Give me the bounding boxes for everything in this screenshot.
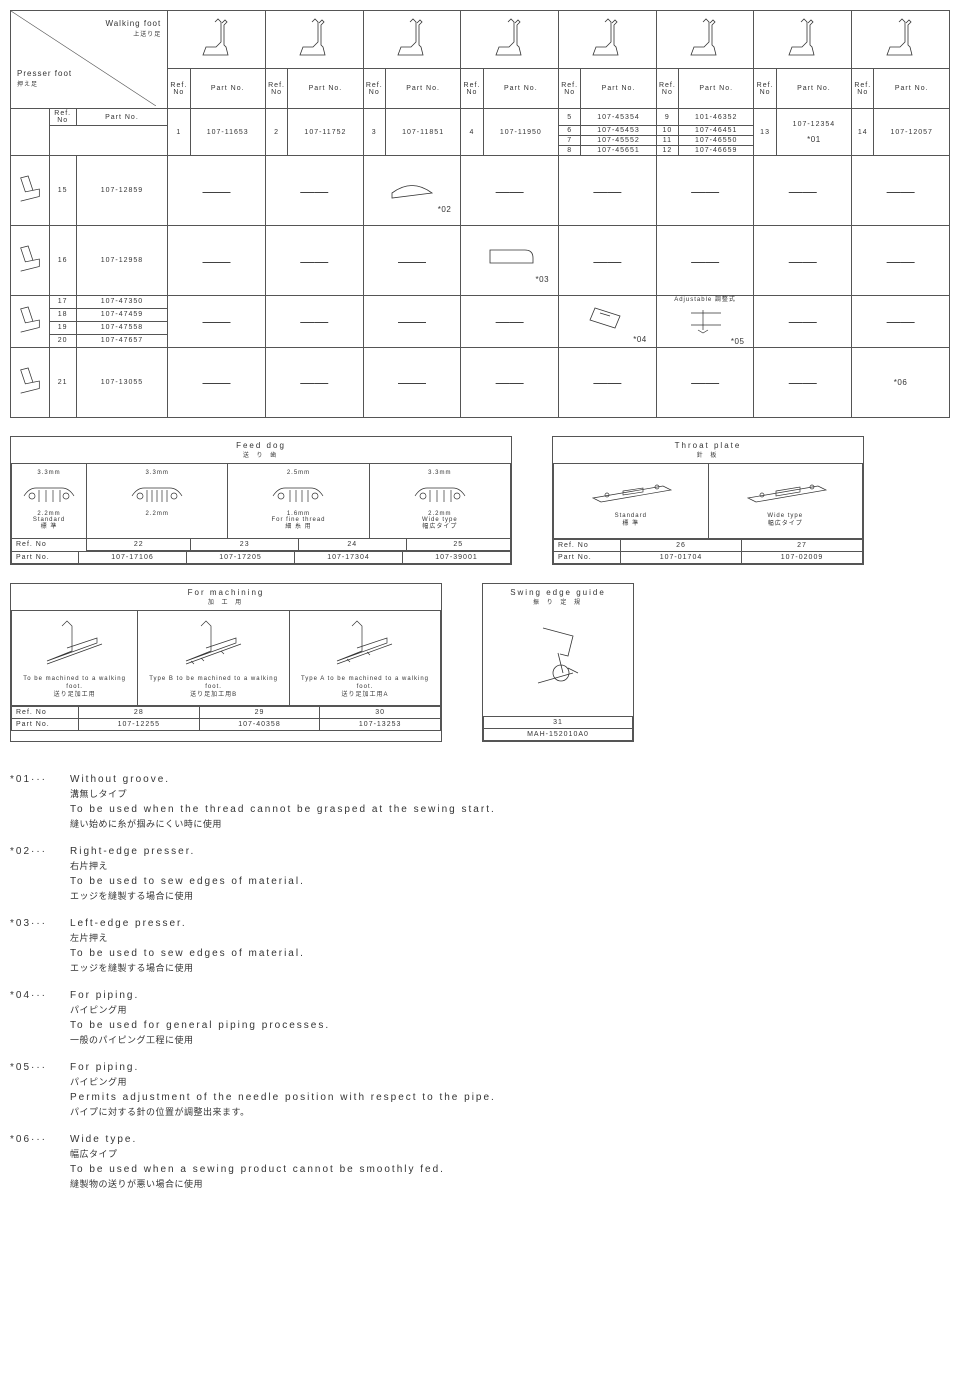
machining-box: For machining加 工 用 To be machined to a w…: [10, 583, 442, 742]
footnotes: *01···Without groove.溝無しタイプTo be used wh…: [10, 772, 973, 1192]
throat-plate-box: Throat plate針 板 Standard標 準 Wide type幅広タ…: [552, 436, 864, 565]
feed-dog-box: Feed dog送 り 歯 3.3mm2.2mmStandard標 準 3.3m…: [10, 436, 512, 565]
walking-foot-icon: [197, 17, 237, 62]
row-part: 107-12859: [76, 156, 168, 226]
col1-ref: 1: [168, 109, 190, 156]
row-ref: 15: [49, 156, 76, 226]
col1-part: 107-11653: [190, 109, 265, 156]
walking-foot-label: Walking foot: [105, 19, 161, 28]
presser-foot-icon: [11, 156, 50, 226]
presser-foot-label: Presser foot: [17, 69, 72, 78]
swing-guide-box: Swing edge guide振 り 定 規 31MAH-152010A0: [482, 583, 634, 742]
main-compat-table: Walking foot上送り足 Presser foot押え足 Ref. No…: [10, 10, 950, 418]
